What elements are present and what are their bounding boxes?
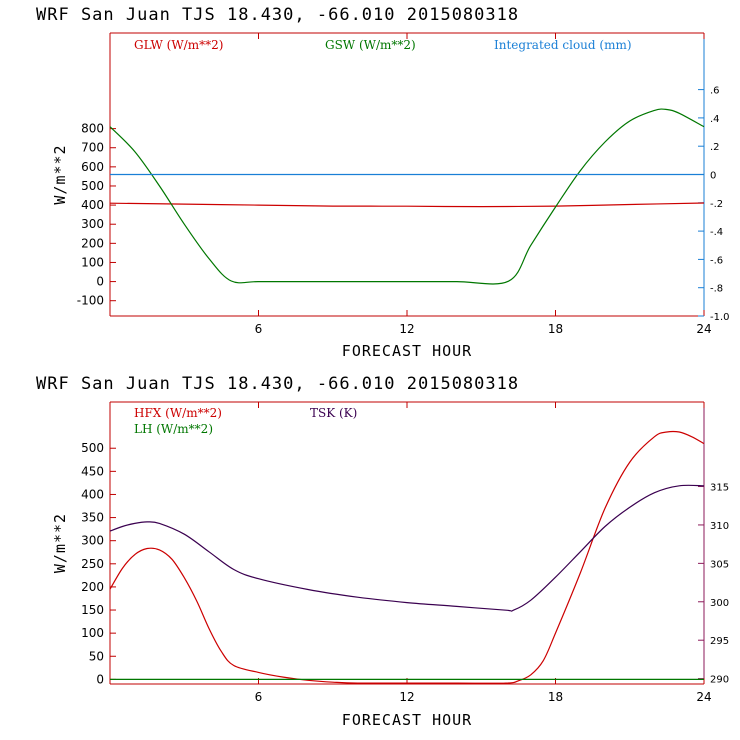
x-tick-label: 18 (548, 690, 563, 704)
x-tick-label: 6 (255, 322, 263, 336)
x-axis-label: FORECAST HOUR (342, 342, 472, 360)
y-tick-label: 300 (81, 534, 104, 548)
chart-panel-2: WRF San Juan TJS 18.430, -66.010 2015080… (36, 374, 729, 729)
y-tick-label: 100 (81, 626, 104, 640)
y2-tick-label: 310 (710, 521, 729, 532)
y-tick-label: 100 (81, 255, 104, 269)
x-tick-label: 12 (399, 322, 414, 336)
series-line-3 (109, 484, 705, 612)
y-tick-label: 150 (81, 603, 104, 617)
y-tick-label: 350 (81, 511, 104, 525)
y-tick-label: 800 (81, 122, 104, 136)
series-line-1 (109, 202, 705, 208)
chart-title: WRF San Juan TJS 18.430, -66.010 2015080… (36, 374, 519, 394)
y2-tick-label: -.8 (710, 284, 723, 295)
x-tick-label: 6 (255, 690, 263, 704)
y-tick-label: 600 (81, 160, 104, 174)
y2-tick-label: .6 (710, 86, 720, 97)
series-line-2 (109, 108, 705, 285)
y-tick-label: 50 (89, 649, 104, 663)
x-tick-label: 12 (399, 690, 414, 704)
y2-tick-label: 295 (710, 636, 729, 647)
y-tick-label: 200 (81, 236, 104, 250)
x-axis-label: FORECAST HOUR (342, 711, 472, 729)
y2-tick-label: .4 (710, 114, 720, 125)
y-tick-label: 700 (81, 141, 104, 155)
y-tick-label: 400 (81, 487, 104, 501)
y-tick-label: 400 (81, 198, 104, 212)
chart-title: WRF San Juan TJS 18.430, -66.010 2015080… (36, 5, 519, 25)
y-axis-label: W/m**2 (51, 144, 69, 204)
legend-entry-1: GLW (W/m**2) (134, 38, 223, 52)
x-tick-label: 24 (696, 322, 711, 336)
y-tick-label: 500 (81, 441, 104, 455)
y-tick-label: 0 (96, 672, 104, 686)
y-tick-label: 450 (81, 464, 104, 478)
x-tick-label: 18 (548, 322, 563, 336)
y-tick-label: 200 (81, 580, 104, 594)
legend-entry-3: TSK (K) (310, 406, 357, 420)
series-line-1 (109, 430, 705, 684)
y2-tick-label: .2 (710, 142, 720, 153)
legend-entry-1: HFX (W/m**2) (134, 406, 222, 420)
y2-tick-label: -.6 (710, 255, 723, 266)
x-tick-label: 24 (696, 690, 711, 704)
y2-tick-label: 290 (710, 675, 729, 686)
y-tick-label: 300 (81, 217, 104, 231)
y2-tick-label: 0 (710, 171, 716, 182)
y2-tick-label: -1.0 (710, 312, 730, 323)
y2-tick-label: -.4 (710, 227, 723, 238)
y2-tick-label: 315 (710, 483, 729, 494)
y2-tick-label: -.2 (710, 199, 723, 210)
y-tick-label: -100 (77, 294, 104, 308)
y-tick-label: 0 (96, 275, 104, 289)
y2-tick-label: 300 (710, 598, 729, 609)
y-tick-label: 250 (81, 557, 104, 571)
legend-entry-2: LH (W/m**2) (134, 422, 213, 436)
chart-panel-1: WRF San Juan TJS 18.430, -66.010 2015080… (36, 5, 730, 360)
legend-entry-3: Integrated cloud (mm) (494, 38, 632, 52)
y2-tick-label: 305 (710, 559, 729, 570)
y-tick-label: 500 (81, 179, 104, 193)
y-axis-label: W/m**2 (51, 513, 69, 573)
legend-entry-2: GSW (W/m**2) (325, 38, 416, 52)
